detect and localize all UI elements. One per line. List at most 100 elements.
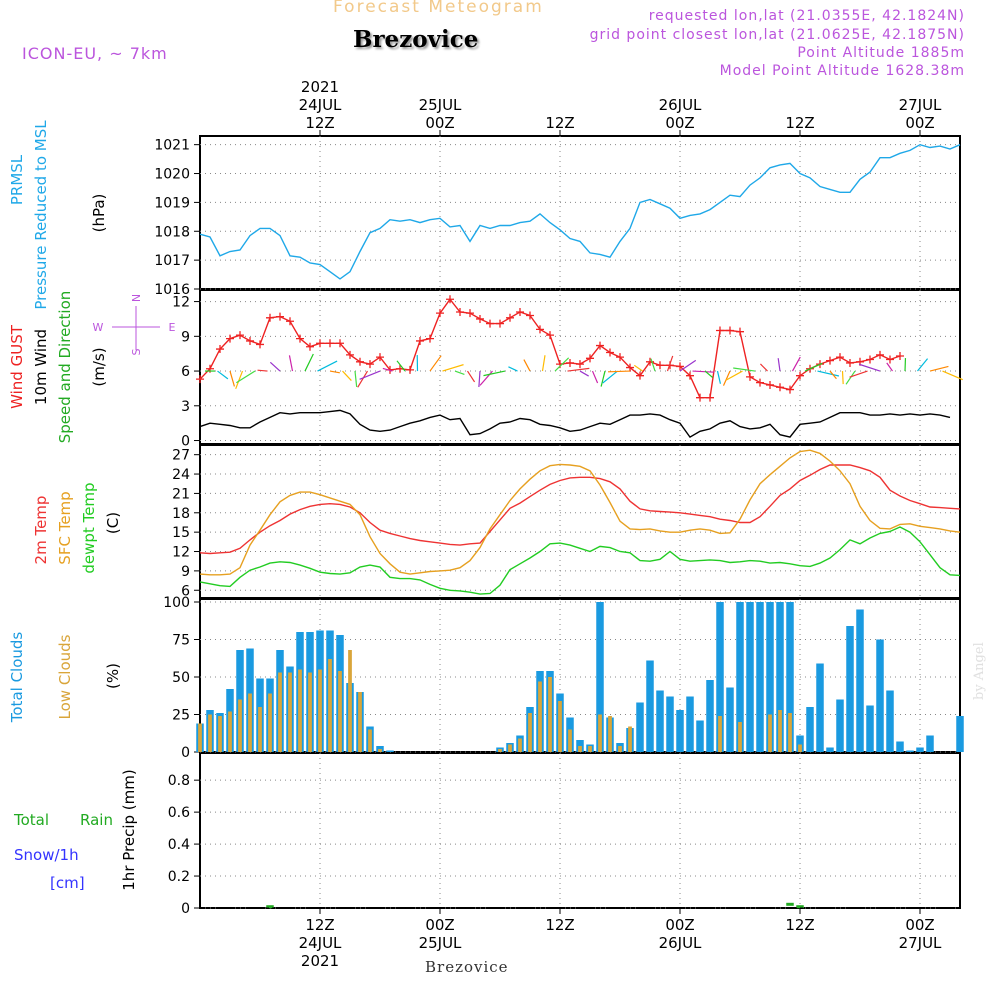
bottom-time-hour: 00Z [905,916,934,934]
compass-n: N [130,294,143,302]
bottom-time-hour: 12Z [305,916,334,934]
total-cloud-bar [866,705,874,752]
gust-marker [236,331,244,340]
clouds-ytick-label: 100 [163,595,190,611]
wind-direction-arrow [354,370,358,388]
low-cloud-bar [368,729,372,752]
clouds-ytick-label: 75 [172,633,190,649]
low-cloud-bar [338,671,342,752]
precip-label-unit: [cm] [50,874,85,892]
gust-marker [446,295,454,304]
top-time-hour: 12Z [305,114,334,132]
low-cloud-bar [768,714,772,752]
model-name: ICON-EU, ~ 7km [22,44,168,63]
total-cloud-bar [906,750,914,752]
gust-marker [866,355,874,364]
wind-direction-arrow [523,359,531,372]
top-time-day: 2021 [301,78,339,96]
wind-direction-arrow [317,360,338,372]
bottom-time-hour: 00Z [665,916,694,934]
wind-ytick-label: 12 [172,295,190,311]
gust-marker [196,375,204,384]
low-cloud-bar [278,672,282,752]
low-cloud-bar [508,744,512,752]
temperature-panel-frame [199,444,961,599]
wind-label-10m: 10m Wind [32,329,50,405]
wind-direction-arrow [236,370,256,384]
wind-direction-arrow [791,356,801,372]
wind-unit-label: (m/s) [90,347,108,386]
wind-direction-arrow [666,355,674,372]
gust-marker [696,393,704,402]
wind-direction-arrow [479,370,493,386]
low-cloud-bar [318,669,322,752]
gust-marker [536,325,544,334]
total-cloud-bar [636,702,644,752]
low-cloud-bar [778,710,782,752]
gust-marker [336,339,344,348]
gust-marker [486,319,494,328]
precip-label-total: Total [13,811,49,829]
pressure-line [199,143,961,280]
total-cloud-bar [816,663,824,752]
wind-direction-arrow [845,370,856,385]
wind-direction-arrow [716,370,722,384]
gust-line [199,298,901,399]
compass-w: W [93,321,104,334]
gust-marker [276,312,284,321]
gridpoint-coords: grid point closest lon,lat (21.0625E, 42… [589,27,965,43]
gust-marker [716,326,724,335]
pressure-label-prmsl: PRMSL [8,154,26,205]
pressure-ytick-label: 1018 [154,224,190,240]
precip-label-rain: Rain [80,811,113,829]
precip-bar [786,902,794,906]
total-cloud-bar [786,602,794,752]
total-cloud-bar [856,609,864,752]
total-cloud-bar [956,716,964,752]
top-time-day: 27JUL [899,96,942,114]
low-cloud-bar [528,713,532,752]
gust-marker [896,352,904,360]
low-cloud-bar [288,672,292,752]
gust-marker [676,362,684,371]
total-cloud-bar [836,699,844,752]
wind-direction-arrow [478,371,481,388]
low-cloud-bar [618,746,622,752]
gust-marker [596,341,604,350]
temperature-ytick-label: 12 [172,545,190,561]
total-cloud-bar [756,602,764,752]
wind-direction-arrow [633,364,643,372]
clouds-panel-frame [199,598,961,753]
wind-direction-arrow [396,360,406,372]
gust-marker [606,348,614,357]
gust-marker [266,313,274,322]
low-cloud-bar [598,714,602,752]
wind-direction-arrow [454,370,465,376]
wind-ytick-label: 6 [181,364,190,380]
wind-direction-arrow [541,355,546,372]
gust-marker [526,311,534,320]
low-cloud-bar [298,669,302,752]
total-cloud-bar [766,602,774,752]
total-cloud-bar [646,660,654,752]
compass-e: E [169,321,176,334]
wind-label-speed: Speed and Direction [56,291,74,444]
pressure-ytick-label: 1019 [154,195,190,211]
footer-location: Brezovice [425,958,509,976]
bottom-time-day: 24JUL [299,934,342,952]
gust-marker [566,358,574,367]
total-cloud-bar [806,707,814,752]
gust-marker [366,360,374,369]
clouds-ytick-label: 50 [172,670,190,686]
wind-direction-arrow [650,358,656,372]
precip-label-snow: Snow/1h [14,846,79,864]
total-cloud-bar [896,741,904,752]
point-altitude: Point Altitude 1885m [797,45,965,61]
wind-direction-arrow [679,359,697,372]
wind-direction-arrow [229,370,235,387]
wind-direction-arrow [567,367,590,372]
top-time-hour: 00Z [425,114,454,132]
total-cloud-bar [846,626,854,752]
gust-marker [686,371,694,380]
gust-marker [476,314,484,323]
